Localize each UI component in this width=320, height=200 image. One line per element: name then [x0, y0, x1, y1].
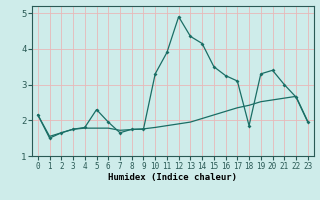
X-axis label: Humidex (Indice chaleur): Humidex (Indice chaleur) — [108, 173, 237, 182]
